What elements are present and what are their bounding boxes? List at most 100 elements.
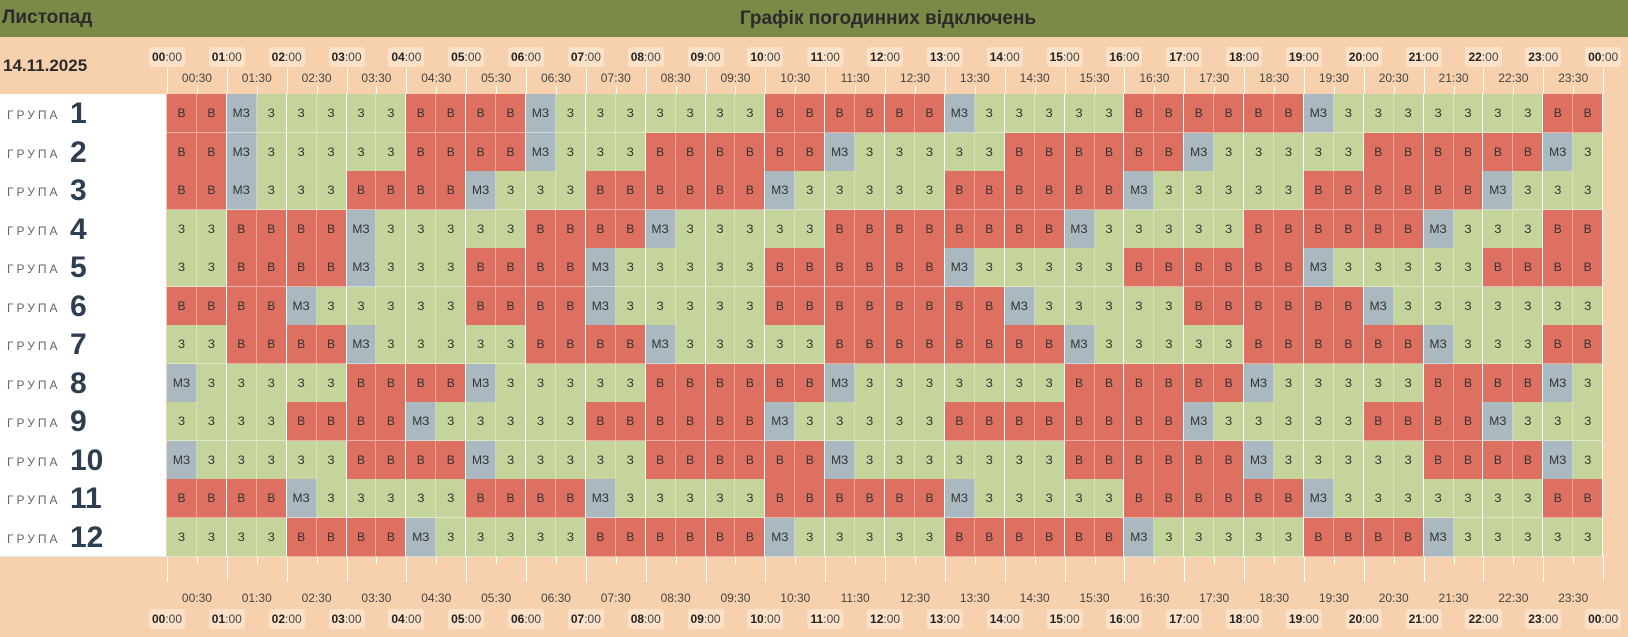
schedule-cell: В <box>226 248 257 288</box>
group-label-1: ГРУПА 1 <box>0 94 166 134</box>
tick-mark <box>496 556 498 564</box>
schedule-cell: З <box>376 209 407 249</box>
minute-value: :00 <box>404 612 422 626</box>
schedule-cell: В <box>1184 479 1215 519</box>
tick-mark <box>1094 86 1096 94</box>
schedule-cell: З <box>1423 94 1454 134</box>
schedule-cell: В <box>795 440 826 480</box>
hour-value: 17 <box>1169 50 1183 64</box>
schedule-cell: З <box>1453 286 1484 326</box>
schedule-cell: В <box>974 517 1005 557</box>
minute-value: :00 <box>1062 50 1080 64</box>
schedule-cell: МЗ <box>1423 209 1454 249</box>
schedule-cell: МЗ <box>226 171 257 211</box>
schedule-cell: З <box>1274 402 1304 442</box>
group-number: 8 <box>70 366 87 400</box>
tick-mark <box>765 68 767 94</box>
schedule-cell: В <box>735 402 766 442</box>
schedule-cell: МЗ <box>286 479 317 519</box>
schedule-cell: З <box>496 517 527 557</box>
top-half-label: 17:30 <box>1199 71 1230 85</box>
schedule-cell: МЗ <box>765 171 796 211</box>
schedule-cell: З <box>1393 94 1424 134</box>
group-word: ГРУПА <box>7 223 61 238</box>
month-title: Листопад <box>2 7 93 28</box>
schedule-cell: В <box>1513 132 1544 172</box>
minute-value: :00 <box>464 612 482 626</box>
schedule-cell: В <box>825 479 856 519</box>
schedule-cell: В <box>466 479 497 519</box>
schedule-cell: В <box>346 171 377 211</box>
group-number: 5 <box>70 251 87 284</box>
schedule-cell: В <box>735 363 766 403</box>
hour-value: 03 <box>331 50 345 64</box>
schedule-cell: В <box>496 286 527 326</box>
schedule-cell: З <box>855 363 886 403</box>
schedule-cell: В <box>1094 363 1125 403</box>
minute-value: :00 <box>1182 612 1200 626</box>
schedule-cell: З <box>526 363 556 403</box>
schedule-cell: З <box>795 171 826 211</box>
tick-mark <box>585 68 587 94</box>
bottom-half-label: 18:30 <box>1259 591 1290 605</box>
schedule-cell: В <box>376 402 407 442</box>
schedule-cell: З <box>974 363 1005 403</box>
schedule-cell: З <box>615 132 646 172</box>
hour-value: 23 <box>1528 612 1542 626</box>
tick-mark <box>376 86 378 94</box>
tick-mark <box>615 556 617 564</box>
schedule-cell: З <box>825 402 856 442</box>
schedule-cell: З <box>346 286 377 326</box>
schedule-cell: З <box>1094 248 1125 288</box>
schedule-cell: З <box>1244 517 1275 557</box>
schedule-cell: В <box>406 94 437 134</box>
schedule-cell: З <box>1513 325 1544 365</box>
schedule-cell: В <box>196 479 227 519</box>
schedule-cell: З <box>855 171 886 211</box>
schedule-cell: З <box>1423 248 1454 288</box>
schedule-cell: З <box>1004 479 1035 519</box>
schedule-cell: З <box>1573 286 1604 326</box>
schedule-cell: В <box>1303 286 1334 326</box>
schedule-cell: В <box>1064 363 1095 403</box>
minute-value: :00 <box>763 50 781 64</box>
schedule-cell: В <box>496 479 527 519</box>
schedule-cell: З <box>555 402 586 442</box>
schedule-cell: МЗ <box>1244 440 1275 480</box>
schedule-cell: В <box>825 325 856 365</box>
schedule-cell: В <box>526 479 556 519</box>
hour-value: 17 <box>1169 612 1183 626</box>
schedule-cell: З <box>316 132 347 172</box>
schedule-cell: З <box>1483 517 1514 557</box>
schedule-cell: В <box>376 171 407 211</box>
hour-value: 05 <box>451 612 465 626</box>
schedule-cell: З <box>1184 171 1215 211</box>
schedule-cell: В <box>1543 325 1574 365</box>
schedule-cell: В <box>1483 440 1514 480</box>
schedule-cell: З <box>1214 325 1245 365</box>
minute-value: :00 <box>1481 50 1499 64</box>
tick-mark <box>1004 556 1006 582</box>
schedule-cell: З <box>675 286 706 326</box>
schedule-cell: МЗ <box>466 363 497 403</box>
bottom-half-label: 04:30 <box>421 591 452 605</box>
bottom-half-label: 22:30 <box>1498 591 1529 605</box>
tick-mark <box>1333 86 1335 94</box>
bottom-hour-label: 19:00 <box>1285 609 1322 629</box>
bottom-hour-label: 10:00 <box>747 609 784 629</box>
top-hour-label: 02:00 <box>268 47 305 67</box>
schedule-cell: В <box>1513 248 1544 288</box>
hour-value: 02 <box>271 612 286 626</box>
schedule-cell: В <box>1034 132 1065 172</box>
hour-value: 21 <box>1408 612 1422 626</box>
schedule-cell: В <box>795 132 826 172</box>
group-number: 1 <box>70 97 87 130</box>
schedule-cell: МЗ <box>1303 94 1334 134</box>
top-half-label: 03:30 <box>361 71 392 85</box>
minute-value: :00 <box>1302 50 1319 64</box>
tick-mark <box>1214 556 1216 564</box>
schedule-cell: З <box>526 171 556 211</box>
group-label-10: ГРУПА 10 <box>0 440 166 480</box>
schedule-cell: З <box>1573 132 1604 172</box>
schedule-cell: З <box>615 440 646 480</box>
